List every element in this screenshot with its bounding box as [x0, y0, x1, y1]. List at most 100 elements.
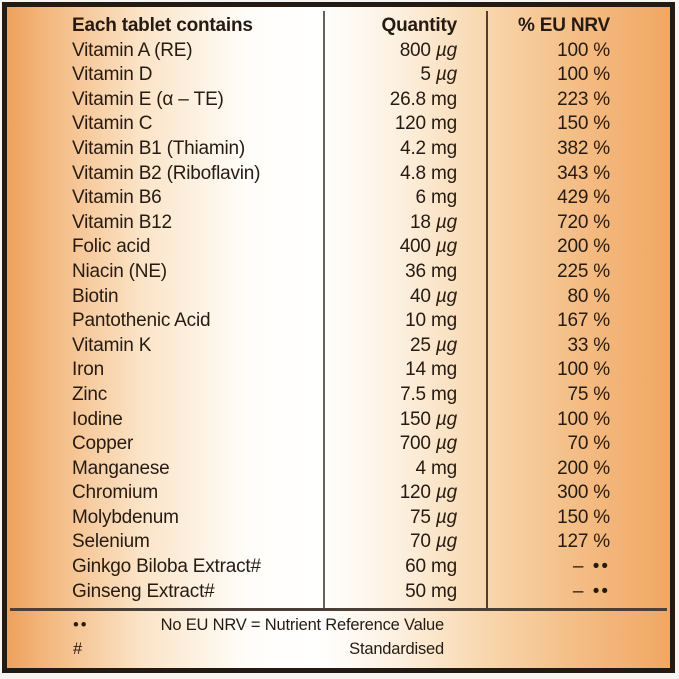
- row-nrv: 720 %: [557, 211, 610, 233]
- quantity-unit: µg: [435, 285, 457, 307]
- row-quantity: 26.8 mg: [389, 88, 457, 110]
- row-name: Vitamin C: [72, 113, 153, 135]
- row-nrv: 100 %: [557, 408, 610, 430]
- table-header-row: Each tablet contains Quantity % EU NRV: [7, 14, 670, 39]
- row-quantity: 4.8 mg: [400, 162, 457, 184]
- table-row: Niacin (NE) 36 mg 225 %: [7, 260, 670, 285]
- row-nrv: 100 %: [557, 359, 610, 381]
- quantity-unit: mg: [431, 137, 457, 159]
- table-row: Copper 700 µg 70 %: [7, 432, 670, 457]
- table-row: Vitamin B2 (Riboflavin) 4.8 mg 343 %: [7, 162, 670, 187]
- row-nrv: 200 %: [557, 457, 610, 479]
- quantity-unit: µg: [435, 531, 457, 553]
- table-row: Vitamin B1 (Thiamin) 4.2 mg 382 %: [7, 137, 670, 162]
- row-name: Folic acid: [72, 236, 151, 258]
- column-header-quantity: Quantity: [381, 15, 458, 36]
- row-quantity: 5 µg: [420, 64, 457, 86]
- row-name: Vitamin A (RE): [72, 39, 193, 61]
- row-quantity: 700 µg: [399, 433, 458, 455]
- column-header-nrv: % EU NRV: [517, 15, 610, 36]
- row-quantity: 36 mg: [405, 260, 457, 282]
- table-row: Selenium 70 µg 127 %: [7, 530, 670, 555]
- row-name: Vitamin E (α – TE): [72, 88, 224, 110]
- table-row: Ginseng Extract# 50 mg – ••: [7, 580, 670, 605]
- row-name: Copper: [72, 433, 134, 455]
- row-quantity: 120 µg: [399, 482, 458, 504]
- row-name: Niacin (NE): [72, 260, 167, 282]
- footnote-marker: ••: [73, 616, 89, 634]
- row-name: Vitamin B6: [72, 187, 162, 209]
- row-nrv: 75 %: [567, 383, 610, 405]
- footnote-text: No EU NRV = Nutrient Reference Value: [160, 616, 445, 634]
- row-nrv: 127 %: [557, 531, 610, 553]
- quantity-unit: mg: [431, 359, 457, 381]
- row-nrv: 100 %: [557, 39, 610, 61]
- table-row: Vitamin B6 6 mg 429 %: [7, 186, 670, 211]
- row-nrv: 150 %: [557, 506, 610, 528]
- footnote-line: •• No EU NRV = Nutrient Reference Value: [7, 614, 670, 638]
- table-row: Vitamin A (RE) 800 µg 100 %: [7, 39, 670, 64]
- quantity-unit: mg: [431, 310, 457, 332]
- row-name: Manganese: [72, 457, 170, 479]
- table-row: Chromium 120 µg 300 %: [7, 481, 670, 506]
- row-name: Biotin: [72, 285, 119, 307]
- row-name: Vitamin B12: [72, 211, 172, 233]
- table-row: Ginkgo Biloba Extract# 60 mg – ••: [7, 555, 670, 580]
- quantity-unit: mg: [431, 580, 457, 602]
- row-nrv: 150 %: [557, 113, 610, 135]
- table-row: Pantothenic Acid 10 mg 167 %: [7, 309, 670, 334]
- row-nrv: – ••: [572, 556, 610, 578]
- footnote-marker: #: [73, 639, 82, 658]
- row-quantity: 18 µg: [410, 211, 457, 233]
- row-quantity: 150 µg: [399, 408, 458, 430]
- table-row: Iron 14 mg 100 %: [7, 358, 670, 383]
- quantity-unit: mg: [431, 187, 457, 209]
- table-row: Biotin 40 µg 80 %: [7, 285, 670, 310]
- row-name: Vitamin B1 (Thiamin): [72, 137, 246, 159]
- quantity-unit: µg: [435, 482, 457, 504]
- row-name: Pantothenic Acid: [72, 310, 211, 332]
- supplement-facts-label: Each tablet contains Quantity % EU NRV V…: [2, 2, 675, 673]
- table-row: Vitamin D 5 µg 100 %: [7, 63, 670, 88]
- row-nrv: 167 %: [557, 310, 610, 332]
- quantity-unit: µg: [435, 334, 457, 356]
- table-row: Vitamin E (α – TE) 26.8 mg 223 %: [7, 88, 670, 113]
- row-name: Iron: [72, 359, 104, 381]
- row-name: Vitamin K: [72, 334, 152, 356]
- row-nrv: 100 %: [557, 64, 610, 86]
- row-nrv: 80 %: [567, 285, 610, 307]
- row-quantity: 4.2 mg: [400, 137, 457, 159]
- column-divider-2: [486, 11, 488, 609]
- quantity-unit: mg: [431, 556, 457, 578]
- row-quantity: 120 mg: [394, 113, 457, 135]
- row-quantity: 7.5 mg: [400, 383, 457, 405]
- row-name: Ginseng Extract#: [72, 580, 215, 602]
- table-row: Manganese 4 mg 200 %: [7, 457, 670, 482]
- row-name: Chromium: [72, 482, 159, 504]
- quantity-unit: µg: [435, 211, 457, 233]
- row-quantity: 6 mg: [415, 187, 458, 209]
- table-row: Molybdenum 75 µg 150 %: [7, 506, 670, 531]
- quantity-unit: µg: [435, 64, 457, 86]
- footnote-separator-line: [10, 608, 667, 611]
- column-divider-1: [323, 11, 325, 609]
- quantity-unit: µg: [435, 506, 457, 528]
- quantity-unit: mg: [431, 113, 457, 135]
- row-name: Selenium: [72, 531, 150, 553]
- quantity-unit: µg: [435, 433, 457, 455]
- row-quantity: 14 mg: [405, 359, 457, 381]
- quantity-unit: mg: [431, 457, 457, 479]
- row-quantity: 4 mg: [415, 457, 458, 479]
- row-name: Vitamin D: [72, 64, 153, 86]
- quantity-unit: µg: [435, 236, 457, 258]
- row-nrv: 429 %: [557, 187, 610, 209]
- row-nrv: 33 %: [567, 334, 610, 356]
- quantity-unit: mg: [431, 260, 457, 282]
- quantity-unit: mg: [431, 383, 457, 405]
- table-row: Zinc 7.5 mg 75 %: [7, 383, 670, 408]
- table-row: Folic acid 400 µg 200 %: [7, 235, 670, 260]
- row-name: Ginkgo Biloba Extract#: [72, 556, 261, 578]
- row-quantity: 25 µg: [410, 334, 457, 356]
- row-nrv: 70 %: [567, 433, 610, 455]
